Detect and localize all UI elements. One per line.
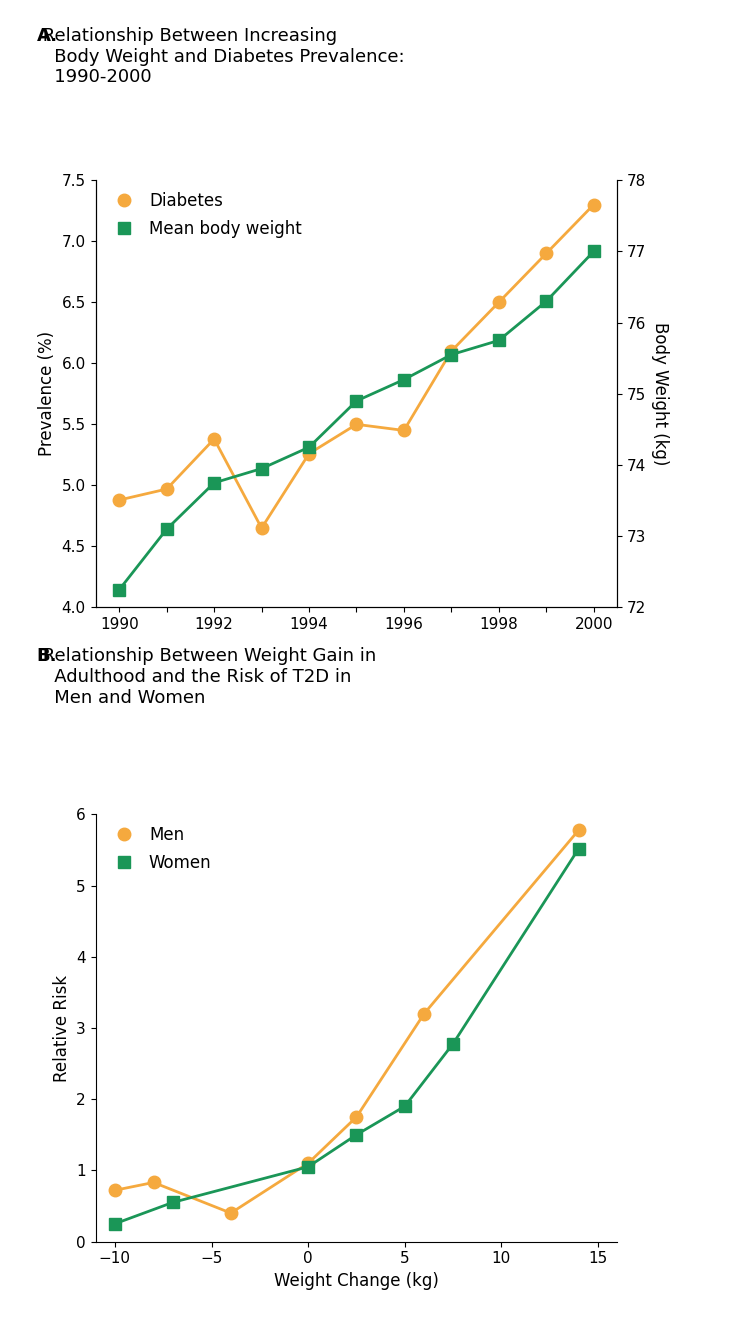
- Y-axis label: Body Weight (kg): Body Weight (kg): [650, 322, 669, 466]
- Text: B.: B.: [37, 647, 57, 665]
- Text: Relationship Between Weight Gain in
   Adulthood and the Risk of T2D in
   Men a: Relationship Between Weight Gain in Adul…: [37, 647, 376, 708]
- Y-axis label: Relative Risk: Relative Risk: [52, 975, 71, 1081]
- X-axis label: Weight Change (kg): Weight Change (kg): [274, 1272, 439, 1290]
- Text: Relationship Between Increasing
   Body Weight and Diabetes Prevalence:
   1990-: Relationship Between Increasing Body Wei…: [37, 27, 404, 87]
- Legend: Men, Women: Men, Women: [104, 822, 215, 876]
- Text: A.: A.: [37, 27, 58, 44]
- Y-axis label: Prevalence (%): Prevalence (%): [38, 331, 56, 457]
- Legend: Diabetes, Mean body weight: Diabetes, Mean body weight: [104, 188, 305, 242]
